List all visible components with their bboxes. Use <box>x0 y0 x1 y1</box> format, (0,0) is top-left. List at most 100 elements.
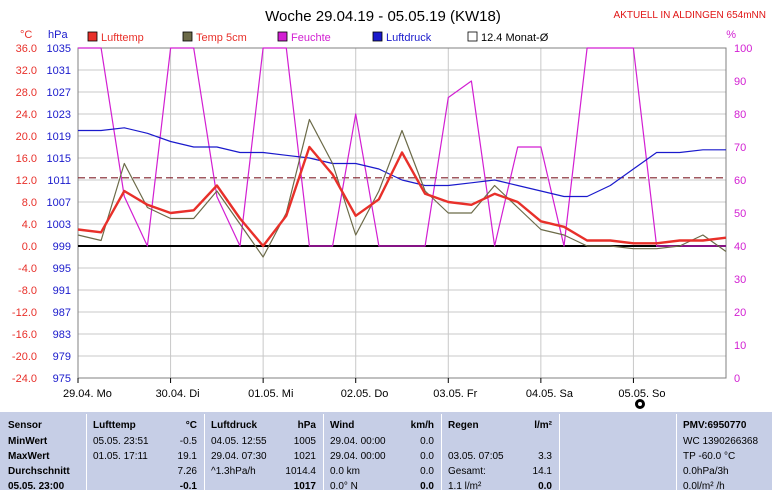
regen-total-label: Gesamt: <box>448 466 486 477</box>
series-line-lufttemp <box>77 145 727 248</box>
day-tick-label: 05.05. So <box>618 388 665 400</box>
wind-avg-value: 0.0 <box>420 466 434 477</box>
series-layer <box>77 47 727 258</box>
stats-label-min: MinWert <box>8 436 48 447</box>
regen-current-label: 1.1 l/m² <box>448 481 482 492</box>
stats-col-regen: Regen l/m² 03.05. 07:05 3.3 Gesamt: 14.1… <box>442 412 558 492</box>
pressure-tick-label: 1035 <box>47 43 71 55</box>
regen-max-time: 03.05. 07:05 <box>448 451 504 462</box>
stats-header-pmv: PMV:6950770 <box>683 420 747 431</box>
humidity-tick-label: 80 <box>734 109 746 121</box>
humidity-tick-label: 30 <box>734 274 746 286</box>
pressure-tick-label: 1007 <box>47 197 71 209</box>
temp-tick-label: -16.0 <box>12 329 37 341</box>
stats-header-lufttemp: Lufttemp <box>93 420 136 431</box>
legend-swatch-temp5cm <box>182 31 193 42</box>
stats-col-sensor: Sensor MinWert MaxWert Durchschnitt 05.0… <box>0 412 86 492</box>
legend-swatch-monthly-average <box>467 31 478 42</box>
luftdruck-min-time: 04.05. 12:55 <box>211 436 267 447</box>
lufttemp-avg-value: 7.26 <box>177 466 197 477</box>
day-tick-label: 01.05. Mi <box>248 388 293 400</box>
temp-tick-label: 16.0 <box>16 153 37 165</box>
plot-frame <box>77 47 727 379</box>
humidity-tick-label: 40 <box>734 241 746 253</box>
legend-swatch-luftdruck <box>372 31 383 42</box>
temp-tick-label: -20.0 <box>12 351 37 363</box>
luftdruck-trend: ^1.3hPa/h <box>211 466 256 477</box>
regen-max-value: 3.3 <box>538 451 552 462</box>
series-line-feuchte <box>78 47 726 247</box>
luftdruck-max-value: 1021 <box>293 451 316 462</box>
stats-col-wind: Wind km/h 29.04. 00:00 0.0 29.04. 00:00 … <box>324 412 440 492</box>
pressure-axis: 1035 1031 1027 1023 1019 1015 1011 1007 1003 999 9… <box>47 43 71 385</box>
station-note: AKTUELL IN ALDINGEN 654mNN <box>614 10 766 21</box>
temp-tick-label: 8.0 <box>22 197 37 209</box>
temp-tick-label: -8.0 <box>18 285 37 297</box>
temp-tick-label: -4.0 <box>18 263 37 275</box>
wind-max-value: 0.0 <box>420 451 434 462</box>
pmv-line-4: 0.0l/m² /h <box>683 481 725 492</box>
lufttemp-min-time: 05.05. 23:51 <box>93 436 149 447</box>
stats-header-regen: Regen <box>448 420 479 431</box>
day-tick-label: 03.05. Fr <box>433 388 477 400</box>
luftdruck-avg-value: 1014.4 <box>285 466 316 477</box>
humidity-tick-label: 20 <box>734 307 746 319</box>
chart-title: Woche 29.04.19 - 05.05.19 (KW18) <box>265 8 501 25</box>
legend-label-temp5cm: Temp 5cm <box>196 32 247 44</box>
statistics-panel: Sensor MinWert MaxWert Durchschnitt 05.0… <box>0 412 772 492</box>
weather-week-chart: Woche 29.04.19 - 05.05.19 (KW18) AKTUELL… <box>11 8 766 409</box>
temp-tick-label: 20.0 <box>16 131 37 143</box>
temp-tick-label: 36.0 <box>16 43 37 55</box>
humidity-tick-label: 60 <box>734 175 746 187</box>
humidity-tick-label: 10 <box>734 340 746 352</box>
stats-unit-wind: km/h <box>410 420 434 431</box>
series-line-temp-5cm <box>77 118 727 258</box>
pmv-line-2: TP -60.0 °C <box>683 451 736 462</box>
pmv-line-1: WC 1390266368 <box>683 436 759 447</box>
pressure-tick-label: 999 <box>53 241 71 253</box>
legend: Lufttemp Temp 5cm Feuchte Luftdruck 12.4… <box>87 31 549 44</box>
pressure-tick-label: 1019 <box>47 131 71 143</box>
stats-header-luftdruck: Luftdruck <box>211 420 258 431</box>
stats-label-max: MaxWert <box>8 451 50 462</box>
stats-col-luftdruck: Luftdruck hPa 04.05. 12:55 1005 29.04. 0… <box>205 412 322 492</box>
stats-unit-luftdruck: hPa <box>297 420 316 431</box>
lufttemp-min-value: -0.5 <box>179 436 197 447</box>
legend-label-monthly-average: 12.4 Monat-Ø <box>481 32 549 44</box>
legend-label-luftdruck: Luftdruck <box>386 32 432 44</box>
day-axis: 29.04. Mo 30.04. Di 01.05. Mi 02.05. Do 03.0… <box>63 378 666 400</box>
regen-total-value: 14.1 <box>532 466 552 477</box>
stats-col-lufttemp: Lufttemp °C 05.05. 23:51 -0.5 01.05. 17:… <box>87 412 203 492</box>
temp-tick-label: 0.0 <box>22 241 37 253</box>
legend-swatch-feuchte <box>277 31 288 42</box>
temp-unit-label: °C <box>20 29 32 41</box>
pressure-tick-label: 1031 <box>47 65 71 77</box>
temp-tick-label: 28.0 <box>16 87 37 99</box>
luftdruck-current-value: 1017 <box>293 481 316 492</box>
pressure-tick-label: 987 <box>53 307 71 319</box>
temp-tick-label: 4.0 <box>22 219 37 231</box>
humidity-unit-label: % <box>726 29 736 41</box>
day-tick-label: 04.05. Sa <box>526 388 574 400</box>
pressure-tick-label: 995 <box>53 263 71 275</box>
humidity-tick-label: 100 <box>734 43 752 55</box>
pressure-tick-label: 1027 <box>47 87 71 99</box>
stats-col-pmv: PMV:6950770 WC 1390266368 TP -60.0 °C 0.… <box>677 412 772 492</box>
pressure-tick-label: 1023 <box>47 109 71 121</box>
stats-header-wind: Wind <box>330 420 355 431</box>
luftdruck-min-value: 1005 <box>293 436 316 447</box>
lufttemp-current-value: -0.1 <box>179 481 197 492</box>
wind-min-value: 0.0 <box>420 436 434 447</box>
temp-tick-label: 12.0 <box>16 175 37 187</box>
lufttemp-max-time: 01.05. 17:11 <box>93 451 148 462</box>
day-tick-label: 30.04. Di <box>156 388 200 400</box>
day-tick-label: 02.05. Do <box>341 388 389 400</box>
legend-swatch-lufttemp <box>87 31 98 42</box>
pressure-tick-label: 1003 <box>47 219 71 231</box>
temp-tick-label: 32.0 <box>16 65 37 77</box>
stats-unit-lufttemp: °C <box>185 420 197 431</box>
pressure-tick-label: 975 <box>53 373 71 385</box>
stats-header-sensor: Sensor <box>8 420 42 431</box>
temp-tick-label: -24.0 <box>12 373 37 385</box>
